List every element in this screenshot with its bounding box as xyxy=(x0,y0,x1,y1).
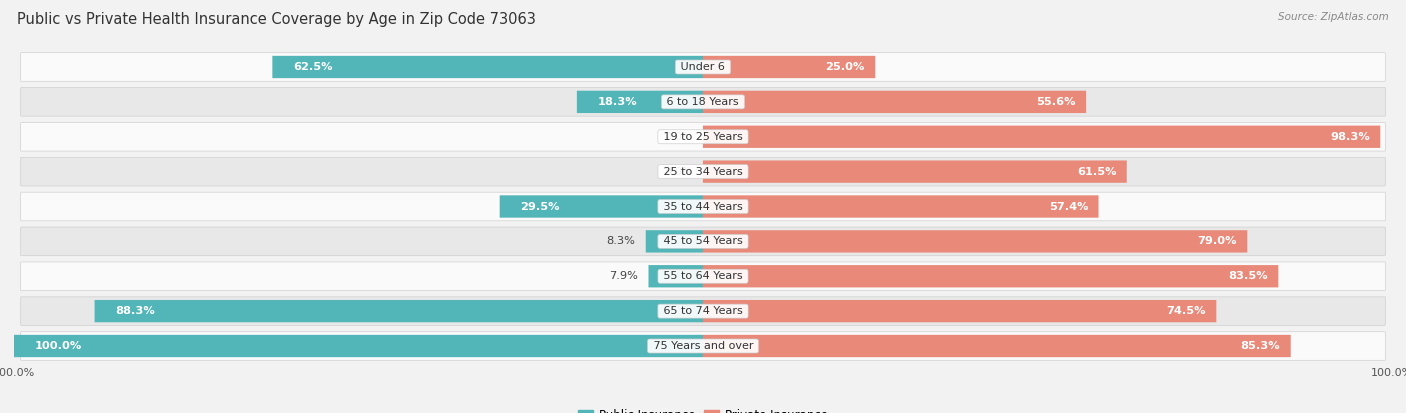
Text: 88.3%: 88.3% xyxy=(115,306,155,316)
FancyBboxPatch shape xyxy=(645,230,703,252)
Text: 55 to 64 Years: 55 to 64 Years xyxy=(659,271,747,281)
FancyBboxPatch shape xyxy=(21,88,1385,116)
FancyBboxPatch shape xyxy=(14,335,703,357)
Text: 83.5%: 83.5% xyxy=(1229,271,1268,281)
Text: 74.5%: 74.5% xyxy=(1167,306,1206,316)
FancyBboxPatch shape xyxy=(21,122,1385,151)
Text: 0.0%: 0.0% xyxy=(664,132,693,142)
FancyBboxPatch shape xyxy=(21,192,1385,221)
FancyBboxPatch shape xyxy=(21,332,1385,360)
Text: Source: ZipAtlas.com: Source: ZipAtlas.com xyxy=(1278,12,1389,22)
FancyBboxPatch shape xyxy=(703,91,1085,113)
FancyBboxPatch shape xyxy=(273,56,703,78)
FancyBboxPatch shape xyxy=(703,300,1216,322)
Text: 18.3%: 18.3% xyxy=(598,97,637,107)
Text: 79.0%: 79.0% xyxy=(1198,236,1237,247)
FancyBboxPatch shape xyxy=(499,195,703,218)
FancyBboxPatch shape xyxy=(94,300,703,322)
FancyBboxPatch shape xyxy=(703,161,1126,183)
Text: 25 to 34 Years: 25 to 34 Years xyxy=(659,166,747,177)
FancyBboxPatch shape xyxy=(703,195,1098,218)
Text: 98.3%: 98.3% xyxy=(1330,132,1369,142)
Text: 25.0%: 25.0% xyxy=(825,62,865,72)
Text: 62.5%: 62.5% xyxy=(292,62,333,72)
Text: 8.3%: 8.3% xyxy=(606,236,636,247)
Text: 35 to 44 Years: 35 to 44 Years xyxy=(659,202,747,211)
FancyBboxPatch shape xyxy=(703,230,1247,252)
Text: 57.4%: 57.4% xyxy=(1049,202,1088,211)
Text: 6 to 18 Years: 6 to 18 Years xyxy=(664,97,742,107)
Text: 55.6%: 55.6% xyxy=(1036,97,1076,107)
FancyBboxPatch shape xyxy=(21,157,1385,186)
FancyBboxPatch shape xyxy=(703,265,1278,287)
Text: 65 to 74 Years: 65 to 74 Years xyxy=(659,306,747,316)
FancyBboxPatch shape xyxy=(703,335,1291,357)
FancyBboxPatch shape xyxy=(21,227,1385,256)
Text: 0.0%: 0.0% xyxy=(664,166,693,177)
Text: Under 6: Under 6 xyxy=(678,62,728,72)
FancyBboxPatch shape xyxy=(21,297,1385,325)
Text: 100.0%: 100.0% xyxy=(35,341,82,351)
Text: 61.5%: 61.5% xyxy=(1077,166,1116,177)
FancyBboxPatch shape xyxy=(21,262,1385,291)
Text: Public vs Private Health Insurance Coverage by Age in Zip Code 73063: Public vs Private Health Insurance Cover… xyxy=(17,12,536,27)
Text: 75 Years and over: 75 Years and over xyxy=(650,341,756,351)
Text: 29.5%: 29.5% xyxy=(520,202,560,211)
FancyBboxPatch shape xyxy=(576,91,703,113)
Legend: Public Insurance, Private Insurance: Public Insurance, Private Insurance xyxy=(574,404,832,413)
Text: 19 to 25 Years: 19 to 25 Years xyxy=(659,132,747,142)
FancyBboxPatch shape xyxy=(21,53,1385,81)
FancyBboxPatch shape xyxy=(703,56,876,78)
Text: 7.9%: 7.9% xyxy=(609,271,638,281)
FancyBboxPatch shape xyxy=(648,265,703,287)
FancyBboxPatch shape xyxy=(703,126,1381,148)
Text: 45 to 54 Years: 45 to 54 Years xyxy=(659,236,747,247)
Text: 85.3%: 85.3% xyxy=(1240,341,1281,351)
